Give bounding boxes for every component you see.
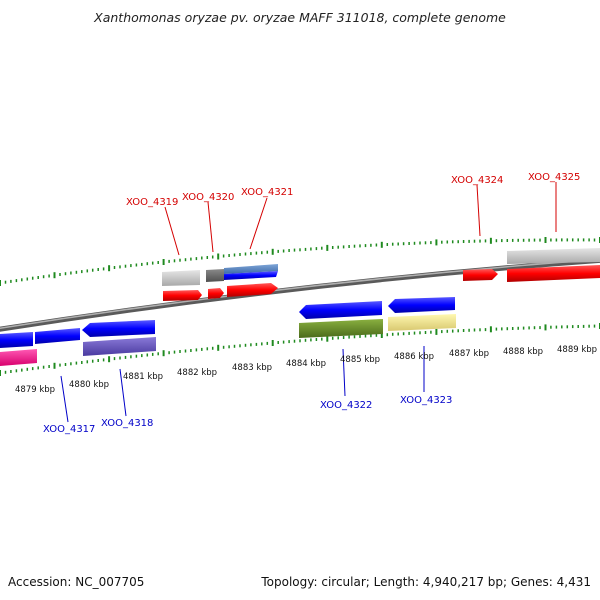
gene-label-xoo-4325[interactable]: XOO_4325 — [528, 172, 580, 183]
kbp-label: 4880 kbp — [69, 380, 109, 390]
kbp-label: 4883 kbp — [232, 363, 272, 373]
kbp-label: 4882 kbp — [177, 368, 217, 378]
gene-label-xoo-4318[interactable]: XOO_4318 — [101, 418, 153, 429]
kbp-label: 4886 kbp — [394, 352, 434, 362]
genome-summary: Topology: circular; Length: 4,940,217 bp… — [261, 575, 591, 589]
gene-label-xoo-4321[interactable]: XOO_4321 — [241, 187, 293, 198]
kbp-label: 4879 kbp — [15, 385, 55, 395]
kbp-label: 4889 kbp — [557, 345, 597, 355]
gene-labels-forward: XOO_4319 XOO_4320 XOO_4321 XOO_4324 XOO_… — [126, 172, 580, 208]
gene-label-xoo-4320[interactable]: XOO_4320 — [182, 192, 234, 203]
gene-label-xoo-4323[interactable]: XOO_4323 — [400, 395, 452, 406]
accession-text: Accession: NC_007705 — [8, 575, 145, 589]
kbp-label: 4887 kbp — [449, 349, 489, 359]
gene-label-xoo-4317[interactable]: XOO_4317 — [43, 424, 95, 435]
tick-marks-upper — [0, 237, 600, 286]
kbp-label: 4881 kbp — [123, 372, 163, 382]
reverse-strand-features — [0, 297, 456, 366]
forward-strand-features — [162, 248, 600, 301]
gene-label-xoo-4324[interactable]: XOO_4324 — [451, 175, 503, 186]
kbp-label: 4884 kbp — [286, 359, 326, 369]
tick-marks-lower — [0, 323, 600, 376]
backbone — [0, 257, 600, 332]
page-title: Xanthomonas oryzae pv. oryzae MAFF 31101… — [94, 10, 506, 25]
gene-labels-reverse: XOO_4317 XOO_4318 XOO_4322 XOO_4323 — [43, 395, 452, 435]
gene-pointers — [60, 182, 557, 423]
gene-label-xoo-4319[interactable]: XOO_4319 — [126, 197, 178, 208]
gene-label-xoo-4322[interactable]: XOO_4322 — [320, 400, 372, 411]
kbp-label: 4888 kbp — [503, 347, 543, 357]
kbp-label: 4885 kbp — [340, 355, 380, 365]
kbp-labels: 4879 kbp 4880 kbp 4881 kbp 4882 kbp 4883… — [15, 345, 597, 395]
